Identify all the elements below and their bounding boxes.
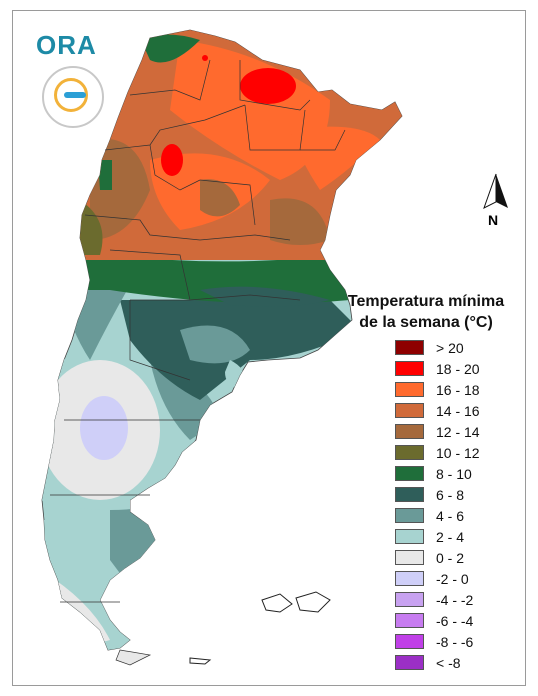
legend-label: 8 - 10	[436, 465, 472, 482]
legend-swatch	[395, 487, 424, 502]
legend-label: -4 - -2	[436, 591, 474, 608]
legend-item: 8 - 10	[395, 463, 480, 484]
legend-label: -6 - -4	[436, 612, 474, 629]
legend-swatch	[395, 361, 424, 376]
legend-swatch	[395, 445, 424, 460]
legend-swatch	[395, 592, 424, 607]
legend-item: 12 - 14	[395, 421, 480, 442]
legend-swatch	[395, 571, 424, 586]
legend-label: -8 - -6	[436, 633, 474, 650]
legend-item: -4 - -2	[395, 589, 480, 610]
legend-item: 16 - 18	[395, 379, 480, 400]
legend-swatch	[395, 382, 424, 397]
legend-label: 0 - 2	[436, 549, 465, 566]
legend-item: 10 - 12	[395, 442, 480, 463]
legend-swatch	[395, 403, 424, 418]
legend-label: 18 - 20	[436, 360, 480, 377]
legend-label: 14 - 16	[436, 402, 480, 419]
legend-item: 4 - 6	[395, 505, 480, 526]
legend-item: 6 - 8	[395, 484, 480, 505]
legend-swatch	[395, 508, 424, 523]
legend-item: -6 - -4	[395, 610, 480, 631]
legend-item: 0 - 2	[395, 547, 480, 568]
legend-item: > 20	[395, 337, 480, 358]
legend-item: 18 - 20	[395, 358, 480, 379]
legend-swatch	[395, 655, 424, 670]
legend-label: 4 - 6	[436, 507, 465, 524]
legend-label: 10 - 12	[436, 444, 480, 461]
legend-label: 2 - 4	[436, 528, 465, 545]
legend-item: -8 - -6	[395, 631, 480, 652]
legend-title-line1: Temperatura mínima	[347, 293, 505, 310]
north-arrow-icon	[483, 173, 508, 210]
legend-label: 12 - 14	[436, 423, 480, 440]
legend-label: > 20	[436, 339, 464, 356]
legend: > 20 18 - 20 16 - 18 14 - 16 12 - 14 10 - 12 8…	[395, 337, 480, 673]
legend-label: 16 - 18	[436, 381, 480, 398]
ora-logo: ORA	[36, 30, 97, 60]
legend-swatch	[395, 424, 424, 439]
north-label: N	[488, 212, 499, 228]
legend-label: 6 - 8	[436, 486, 465, 503]
meteorological-service-seal	[42, 66, 104, 128]
legend-item: 2 - 4	[395, 526, 480, 547]
legend-title: Temperatura mínima de la semana (°C)	[326, 291, 526, 333]
legend-item: -2 - 0	[395, 568, 480, 589]
legend-title-line2: de la semana (°C)	[359, 314, 493, 331]
legend-swatch	[395, 529, 424, 544]
legend-label: < -8	[436, 654, 461, 671]
legend-swatch	[395, 550, 424, 565]
legend-item: 14 - 16	[395, 400, 480, 421]
legend-swatch	[395, 340, 424, 355]
legend-swatch	[395, 466, 424, 481]
legend-label: -2 - 0	[436, 570, 469, 587]
legend-item: < -8	[395, 652, 480, 673]
legend-swatch	[395, 634, 424, 649]
legend-swatch	[395, 613, 424, 628]
